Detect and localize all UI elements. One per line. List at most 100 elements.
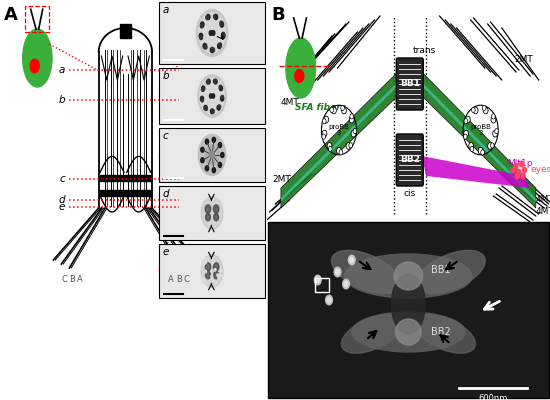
- Circle shape: [214, 214, 219, 221]
- Text: 2MT: 2MT: [272, 176, 291, 184]
- Bar: [315, 278, 329, 292]
- Circle shape: [212, 168, 216, 173]
- Bar: [159, 128, 266, 182]
- Text: proBB
3: proBB 3: [470, 124, 491, 136]
- Polygon shape: [422, 156, 530, 188]
- Circle shape: [214, 268, 216, 271]
- Circle shape: [322, 134, 326, 139]
- Bar: [100, 190, 151, 196]
- Text: d: d: [59, 195, 65, 205]
- Circle shape: [214, 272, 219, 279]
- Text: C: C: [61, 275, 67, 284]
- Circle shape: [204, 105, 207, 110]
- Circle shape: [328, 146, 332, 152]
- Circle shape: [204, 45, 207, 49]
- Text: cis: cis: [404, 189, 416, 198]
- Circle shape: [337, 147, 342, 154]
- Ellipse shape: [394, 262, 422, 290]
- Circle shape: [492, 114, 495, 119]
- Circle shape: [334, 267, 341, 277]
- Text: 4MT: 4MT: [536, 208, 550, 216]
- Text: A: A: [4, 6, 18, 24]
- Circle shape: [201, 98, 204, 102]
- Text: a: a: [163, 5, 169, 15]
- Circle shape: [219, 43, 222, 47]
- Polygon shape: [281, 72, 398, 208]
- Circle shape: [511, 167, 515, 173]
- Circle shape: [209, 31, 212, 35]
- Circle shape: [336, 269, 339, 275]
- Circle shape: [464, 134, 467, 139]
- Circle shape: [473, 107, 478, 114]
- Circle shape: [212, 48, 214, 52]
- Ellipse shape: [395, 319, 421, 345]
- Bar: [159, 2, 266, 64]
- Bar: [100, 175, 151, 181]
- Circle shape: [493, 130, 498, 137]
- Circle shape: [201, 254, 223, 288]
- Circle shape: [210, 47, 214, 52]
- Circle shape: [326, 295, 332, 305]
- Ellipse shape: [332, 250, 400, 294]
- Bar: [159, 186, 266, 240]
- Circle shape: [202, 86, 205, 91]
- Circle shape: [315, 275, 321, 285]
- Text: B: B: [176, 275, 182, 284]
- Circle shape: [200, 96, 204, 101]
- Circle shape: [515, 173, 519, 179]
- Circle shape: [213, 263, 219, 271]
- Circle shape: [470, 146, 474, 152]
- Circle shape: [202, 280, 204, 283]
- Text: a: a: [59, 65, 65, 75]
- Text: 600nm: 600nm: [478, 394, 508, 400]
- Circle shape: [211, 275, 212, 278]
- Circle shape: [199, 134, 225, 176]
- Circle shape: [222, 275, 223, 277]
- Circle shape: [212, 110, 214, 113]
- Circle shape: [221, 95, 223, 99]
- Circle shape: [202, 262, 204, 265]
- Bar: [268, 222, 548, 398]
- Text: BB1: BB1: [431, 265, 450, 275]
- Circle shape: [206, 80, 209, 84]
- Bar: [159, 244, 266, 298]
- Circle shape: [212, 260, 214, 263]
- Circle shape: [349, 143, 353, 148]
- Text: eyespot: eyespot: [530, 166, 550, 174]
- Text: trans: trans: [412, 46, 436, 55]
- Circle shape: [332, 107, 337, 114]
- Circle shape: [205, 107, 207, 110]
- Circle shape: [348, 255, 355, 265]
- Circle shape: [327, 142, 332, 149]
- Circle shape: [205, 205, 211, 213]
- Circle shape: [205, 263, 211, 271]
- Circle shape: [221, 269, 222, 272]
- Ellipse shape: [23, 29, 52, 87]
- Circle shape: [219, 275, 221, 277]
- Circle shape: [322, 118, 326, 124]
- Circle shape: [340, 106, 344, 111]
- Circle shape: [330, 107, 333, 112]
- Circle shape: [465, 116, 470, 123]
- Circle shape: [201, 88, 204, 92]
- Circle shape: [482, 106, 486, 111]
- Circle shape: [342, 107, 346, 114]
- Circle shape: [517, 169, 521, 175]
- Circle shape: [218, 44, 221, 48]
- Ellipse shape: [342, 315, 402, 353]
- Circle shape: [218, 162, 222, 167]
- Text: e: e: [59, 202, 65, 212]
- Circle shape: [491, 143, 494, 148]
- Circle shape: [324, 116, 329, 123]
- Circle shape: [295, 70, 304, 82]
- Circle shape: [204, 262, 206, 264]
- Circle shape: [483, 107, 488, 114]
- Circle shape: [220, 22, 224, 27]
- Text: SFA fibers: SFA fibers: [295, 104, 346, 112]
- Text: b: b: [59, 95, 65, 105]
- Circle shape: [205, 270, 206, 273]
- Circle shape: [353, 128, 357, 134]
- Text: c: c: [163, 131, 168, 141]
- Text: B: B: [69, 275, 75, 284]
- Circle shape: [207, 79, 210, 84]
